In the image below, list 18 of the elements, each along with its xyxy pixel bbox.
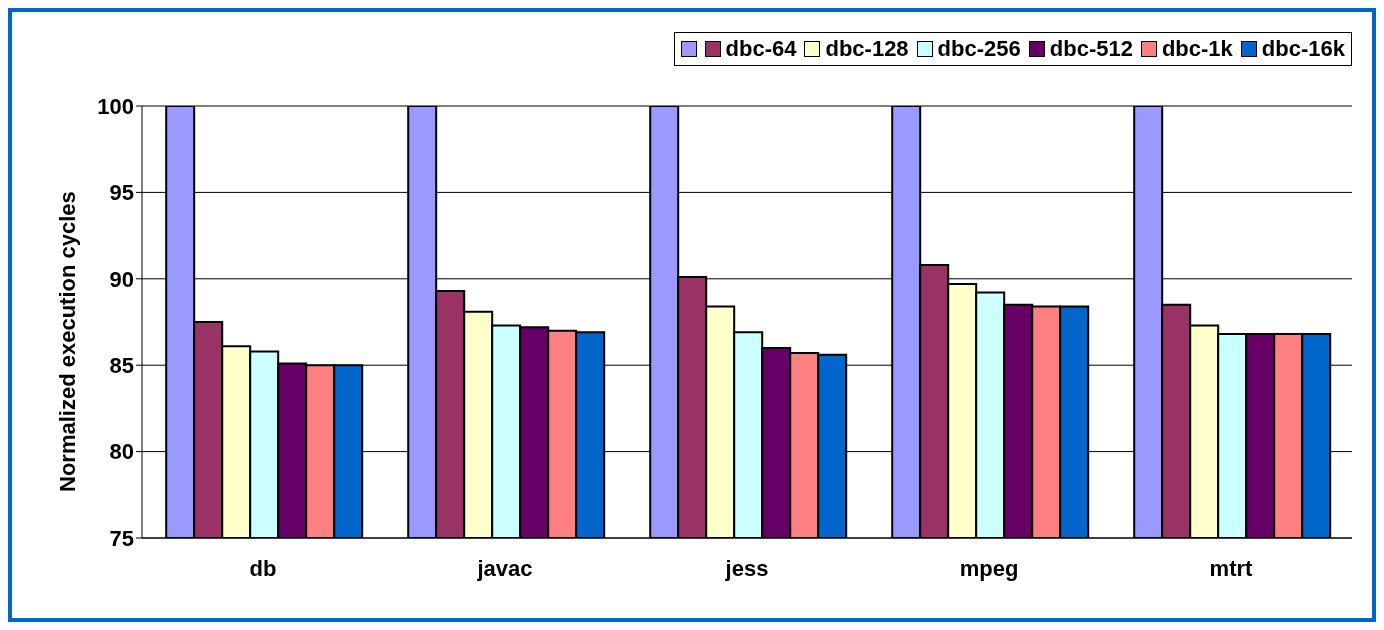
legend-label: dbc-512 bbox=[1049, 36, 1133, 62]
y-tick-label: 90 bbox=[109, 266, 134, 292]
x-tick-label: jess bbox=[724, 555, 769, 581]
x-tick-label: javac bbox=[476, 555, 533, 581]
y-tick-label: 80 bbox=[109, 439, 134, 465]
legend-label: dbc-1k bbox=[1161, 36, 1233, 62]
legend-label: dbc-256 bbox=[937, 36, 1021, 62]
y-tick-label: 75 bbox=[109, 525, 134, 551]
y-tick-label: 85 bbox=[109, 353, 134, 379]
legend-label: dbc-16k bbox=[1261, 36, 1345, 62]
x-tick-label: db bbox=[249, 555, 277, 581]
legend-label: dbc-64 bbox=[725, 36, 797, 62]
x-tick-label: mpeg bbox=[959, 555, 1019, 581]
legend-label: dbc-128 bbox=[825, 36, 909, 62]
y-tick-label: 95 bbox=[109, 180, 134, 206]
y-tick-label: 100 bbox=[97, 93, 134, 119]
y-axis-title: Normalized execution cycles bbox=[54, 191, 80, 492]
x-tick-label: mtrt bbox=[1209, 555, 1254, 581]
